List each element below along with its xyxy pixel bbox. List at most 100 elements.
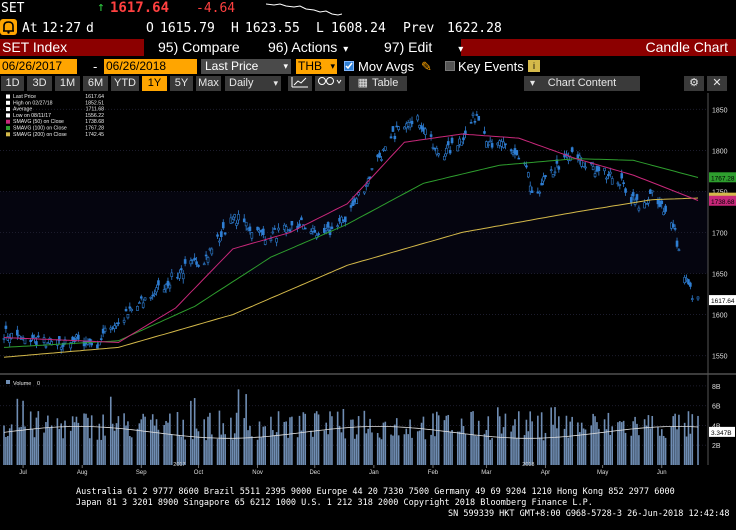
table-button[interactable]: ▦ Table (349, 76, 407, 91)
volume-bar (222, 423, 225, 465)
footer-contacts-1: Australia 61 2 9777 8600 Brazil 5511 239… (76, 487, 675, 497)
candle-body (528, 185, 532, 192)
volume-bar (670, 426, 673, 465)
volume-bar (87, 417, 89, 465)
mov-avgs-label[interactable]: Mov Avgs (358, 59, 415, 74)
candle-body (687, 279, 690, 285)
field-select[interactable]: Last Price ▾ (201, 59, 291, 74)
candle-body (363, 191, 366, 194)
volume-bar (90, 415, 93, 465)
volume-bar (24, 426, 26, 465)
volume-bar (127, 421, 129, 465)
x-tick-label: Jul (19, 470, 27, 476)
volume-bar (142, 413, 144, 465)
period-6m[interactable]: 6M (83, 76, 108, 91)
volume-bar (195, 428, 198, 465)
candle-body (397, 126, 400, 130)
period-1d[interactable]: 1D (1, 76, 24, 91)
volume-bar (47, 415, 49, 465)
volume-bar (151, 414, 154, 465)
legend-swatch (6, 113, 10, 118)
actions-menu[interactable]: 96) Actions ▾ (254, 39, 366, 56)
period-max[interactable]: Max (196, 76, 221, 91)
volume-bar (378, 437, 381, 465)
volume-bar (340, 432, 343, 465)
compare-menu[interactable]: 95) Compare (144, 39, 254, 56)
volume-bar (178, 434, 181, 465)
period-ytd[interactable]: YTD (111, 76, 139, 91)
volume-bar (424, 439, 427, 465)
candle-body (113, 325, 116, 329)
start-date-input[interactable]: 06/26/2017 (0, 59, 77, 74)
candle-body (620, 173, 624, 179)
candle-body (77, 334, 80, 340)
candle-body (298, 223, 301, 227)
candle-body (635, 194, 639, 200)
period-5y[interactable]: 5Y (170, 76, 193, 91)
volume-bar (247, 430, 249, 465)
volume-bar (512, 425, 514, 465)
candle-body (149, 296, 153, 299)
frequency-select[interactable]: Daily ▾ (225, 76, 281, 91)
candle-body (162, 289, 166, 293)
low-label: L (316, 21, 324, 36)
volume-bar (445, 415, 448, 465)
volume-bar (237, 389, 240, 465)
pencil-icon[interactable]: ✎ (421, 59, 432, 74)
candle-body (538, 191, 542, 194)
candle-body (269, 238, 273, 242)
candle-body (629, 197, 633, 203)
candle-body (650, 190, 654, 193)
volume-bar (435, 411, 438, 465)
end-date-input[interactable]: 06/26/2018 (104, 59, 197, 74)
footer-contacts-2: Japan 81 3 3201 8900 Singapore 65 6212 1… (76, 498, 593, 508)
candle-body (488, 140, 492, 143)
candle-body (235, 222, 238, 226)
volume-bar (184, 439, 186, 465)
period-3d[interactable]: 3D (27, 76, 52, 91)
security-field[interactable]: SET Index (0, 39, 146, 56)
volume-bar (43, 432, 45, 465)
table-icon: ▦ (357, 77, 369, 89)
period-1y[interactable]: 1Y (142, 76, 167, 91)
volume-bar (111, 423, 114, 465)
candle-body (410, 120, 414, 125)
candle-body (637, 207, 641, 211)
candle-body (103, 327, 107, 332)
volume-bar (380, 439, 383, 465)
candle-body (309, 231, 313, 234)
candle-body (370, 168, 374, 170)
candle-chart[interactable]: 15501600165017001750180018501767.281742.… (0, 92, 736, 485)
candle-body (35, 341, 38, 345)
candle-body (483, 131, 486, 134)
line-chart-icon[interactable] (288, 76, 312, 91)
key-events-checkbox[interactable] (445, 61, 455, 71)
settings-icon[interactable]: ⚙ (684, 76, 704, 91)
volume-bar (697, 415, 699, 465)
candle-body (544, 175, 547, 178)
mov-avgs-checkbox[interactable] (344, 61, 354, 71)
legend-value: 1617.64 (85, 94, 104, 100)
key-events-label[interactable]: Key Events (458, 59, 524, 74)
volume-bar (565, 415, 568, 465)
zoom-icon[interactable] (315, 76, 345, 91)
volume-bar (456, 431, 459, 465)
x-tick-label: Sep (136, 470, 147, 476)
chart-content-button[interactable]: ▾ Chart Content (524, 76, 640, 91)
candle-body (471, 113, 475, 116)
legend-value: 1711.68 (86, 107, 104, 113)
candle-body (549, 169, 553, 172)
bell-icon[interactable] (0, 19, 17, 35)
edit-menu[interactable]: 97) Edit ▾ (366, 39, 463, 56)
x-tick-label: Dec (309, 470, 320, 476)
volume-bar (443, 420, 446, 465)
close-icon[interactable]: ✕ (707, 76, 727, 91)
period-1m[interactable]: 1M (55, 76, 80, 91)
events-icon[interactable]: i (528, 60, 540, 72)
volume-bar (197, 431, 200, 465)
candle-body (288, 229, 292, 232)
candle-body (378, 152, 381, 158)
currency-select[interactable]: THB ▾ (296, 59, 337, 74)
volume-bar (29, 411, 32, 465)
candle-body (155, 287, 158, 293)
